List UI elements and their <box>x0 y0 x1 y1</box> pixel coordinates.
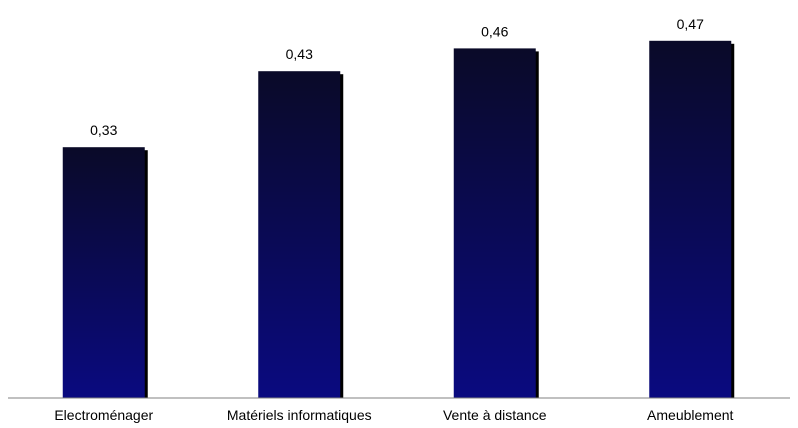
bar-1 <box>62 147 145 398</box>
x-tick-label: Ameublement <box>647 407 733 423</box>
data-labels-layer: 0,33 0,43 0,46 0,47 <box>90 16 704 138</box>
x-tick-label: Matériels informatiques <box>227 407 372 423</box>
x-tick-label: Vente à distance <box>443 407 547 423</box>
data-label: 0,33 <box>90 122 117 138</box>
tick-labels-layer: Electroménager Matériels informatiques Ven… <box>54 407 733 423</box>
data-label: 0,46 <box>481 23 508 39</box>
bars-layer <box>62 40 735 399</box>
bar-2 <box>258 71 341 398</box>
x-tick-label: Electroménager <box>54 407 153 423</box>
bar-4 <box>649 40 732 399</box>
data-label: 0,43 <box>286 46 313 62</box>
bar-3 <box>453 48 536 399</box>
data-label: 0,47 <box>677 16 704 32</box>
